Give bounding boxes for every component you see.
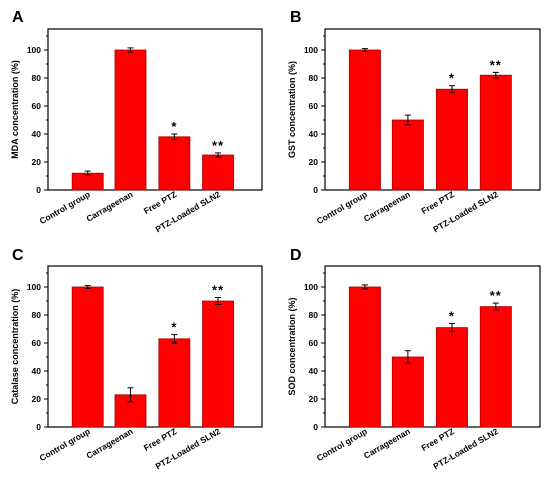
panel-letter: B xyxy=(290,9,302,26)
y-tick-label: 60 xyxy=(32,101,42,111)
y-tick-label: 20 xyxy=(309,394,319,404)
panel-letter: A xyxy=(12,9,24,26)
y-tick-label: 60 xyxy=(309,101,319,111)
y-tick-label: 100 xyxy=(304,282,318,292)
y-axis-title: SOD concentration (%) xyxy=(287,297,297,395)
significance-marker: * xyxy=(171,320,177,335)
y-tick-label: 20 xyxy=(32,394,42,404)
y-tick-label: 40 xyxy=(32,129,42,139)
bar-ptz-loaded-sln2 xyxy=(479,74,512,191)
y-tick-label: 0 xyxy=(36,422,41,432)
y-tick-label: 100 xyxy=(27,45,41,55)
y-tick-label: 60 xyxy=(32,338,42,348)
significance-marker: * xyxy=(171,119,177,134)
chart-panel-a: A 0 20 40 60 80 100 MDA concentration (%) Contro… xyxy=(10,9,263,234)
y-tick-label: 100 xyxy=(304,45,318,55)
y-tick-label: 0 xyxy=(36,185,41,195)
x-category-label: Carrageenan xyxy=(84,426,134,461)
y-tick-label: 40 xyxy=(309,129,319,139)
x-category-label: Control group xyxy=(315,189,369,226)
y-tick-label: 0 xyxy=(313,185,318,195)
bar-free-ptz xyxy=(158,338,191,428)
x-category-label: Carrageenan xyxy=(84,189,134,224)
y-tick-label: 20 xyxy=(309,157,319,167)
y-axis-title: GST concentration (%) xyxy=(287,61,297,158)
y-tick-label: 80 xyxy=(32,73,42,83)
x-category-label: Control group xyxy=(315,426,369,463)
x-category-label: Carrageenan xyxy=(362,426,412,461)
x-category-label: Control group xyxy=(38,189,92,226)
bar-carrageenan xyxy=(391,356,424,428)
plot-frame xyxy=(47,265,263,428)
bar-free-ptz xyxy=(435,88,468,191)
x-category-label: Free PTZ xyxy=(419,426,456,453)
plot-frame xyxy=(47,28,263,191)
y-tick-label: 60 xyxy=(309,338,319,348)
y-tick-label: 40 xyxy=(309,366,319,376)
panel-letter: C xyxy=(12,247,24,264)
bar-control-group xyxy=(71,286,104,428)
bar-free-ptz xyxy=(158,136,191,191)
y-tick-label: 100 xyxy=(27,282,41,292)
y-tick-label: 80 xyxy=(32,310,42,320)
significance-marker: ** xyxy=(212,138,224,153)
plot-frame xyxy=(324,28,541,191)
significance-marker: ** xyxy=(490,57,502,72)
y-tick-label: 0 xyxy=(313,422,318,432)
bar-ptz-loaded-sln2 xyxy=(202,300,234,428)
bar-control-group xyxy=(348,286,381,428)
bar-control-group xyxy=(348,49,381,191)
bar-carrageenan xyxy=(391,119,424,191)
significance-marker: * xyxy=(449,308,455,323)
x-category-label: Free PTZ xyxy=(419,189,456,216)
plot-frame xyxy=(324,265,541,428)
x-category-label: Free PTZ xyxy=(142,426,179,453)
bar-ptz-loaded-sln2 xyxy=(202,154,234,191)
y-tick-label: 80 xyxy=(309,310,319,320)
bar-carrageenan xyxy=(114,49,147,191)
y-axis-title: MDA concentration (%) xyxy=(10,60,20,159)
bar-free-ptz xyxy=(435,327,468,428)
x-category-label: Carrageenan xyxy=(362,189,412,224)
y-tick-label: 40 xyxy=(32,366,42,376)
y-axis-title: Catalase concentration (%) xyxy=(10,289,20,405)
panel-letter: D xyxy=(290,247,302,264)
y-tick-label: 80 xyxy=(309,73,319,83)
significance-marker: ** xyxy=(212,283,224,298)
chart-panel-d: D 0 20 40 60 80 100 SOD concentration (%) Contro… xyxy=(287,247,541,471)
significance-marker: ** xyxy=(490,288,502,303)
x-category-label: Free PTZ xyxy=(142,189,179,216)
significance-marker: * xyxy=(449,71,455,86)
x-category-label: Control group xyxy=(38,426,92,463)
y-tick-label: 20 xyxy=(32,157,42,167)
chart-panel-b: B 0 20 40 60 80 100 GST concentration (%) Contro… xyxy=(287,9,541,234)
bar-ptz-loaded-sln2 xyxy=(479,306,512,428)
chart-panel-c: C 0 20 40 60 80 100 Catalase concentration (%) C… xyxy=(10,247,263,471)
